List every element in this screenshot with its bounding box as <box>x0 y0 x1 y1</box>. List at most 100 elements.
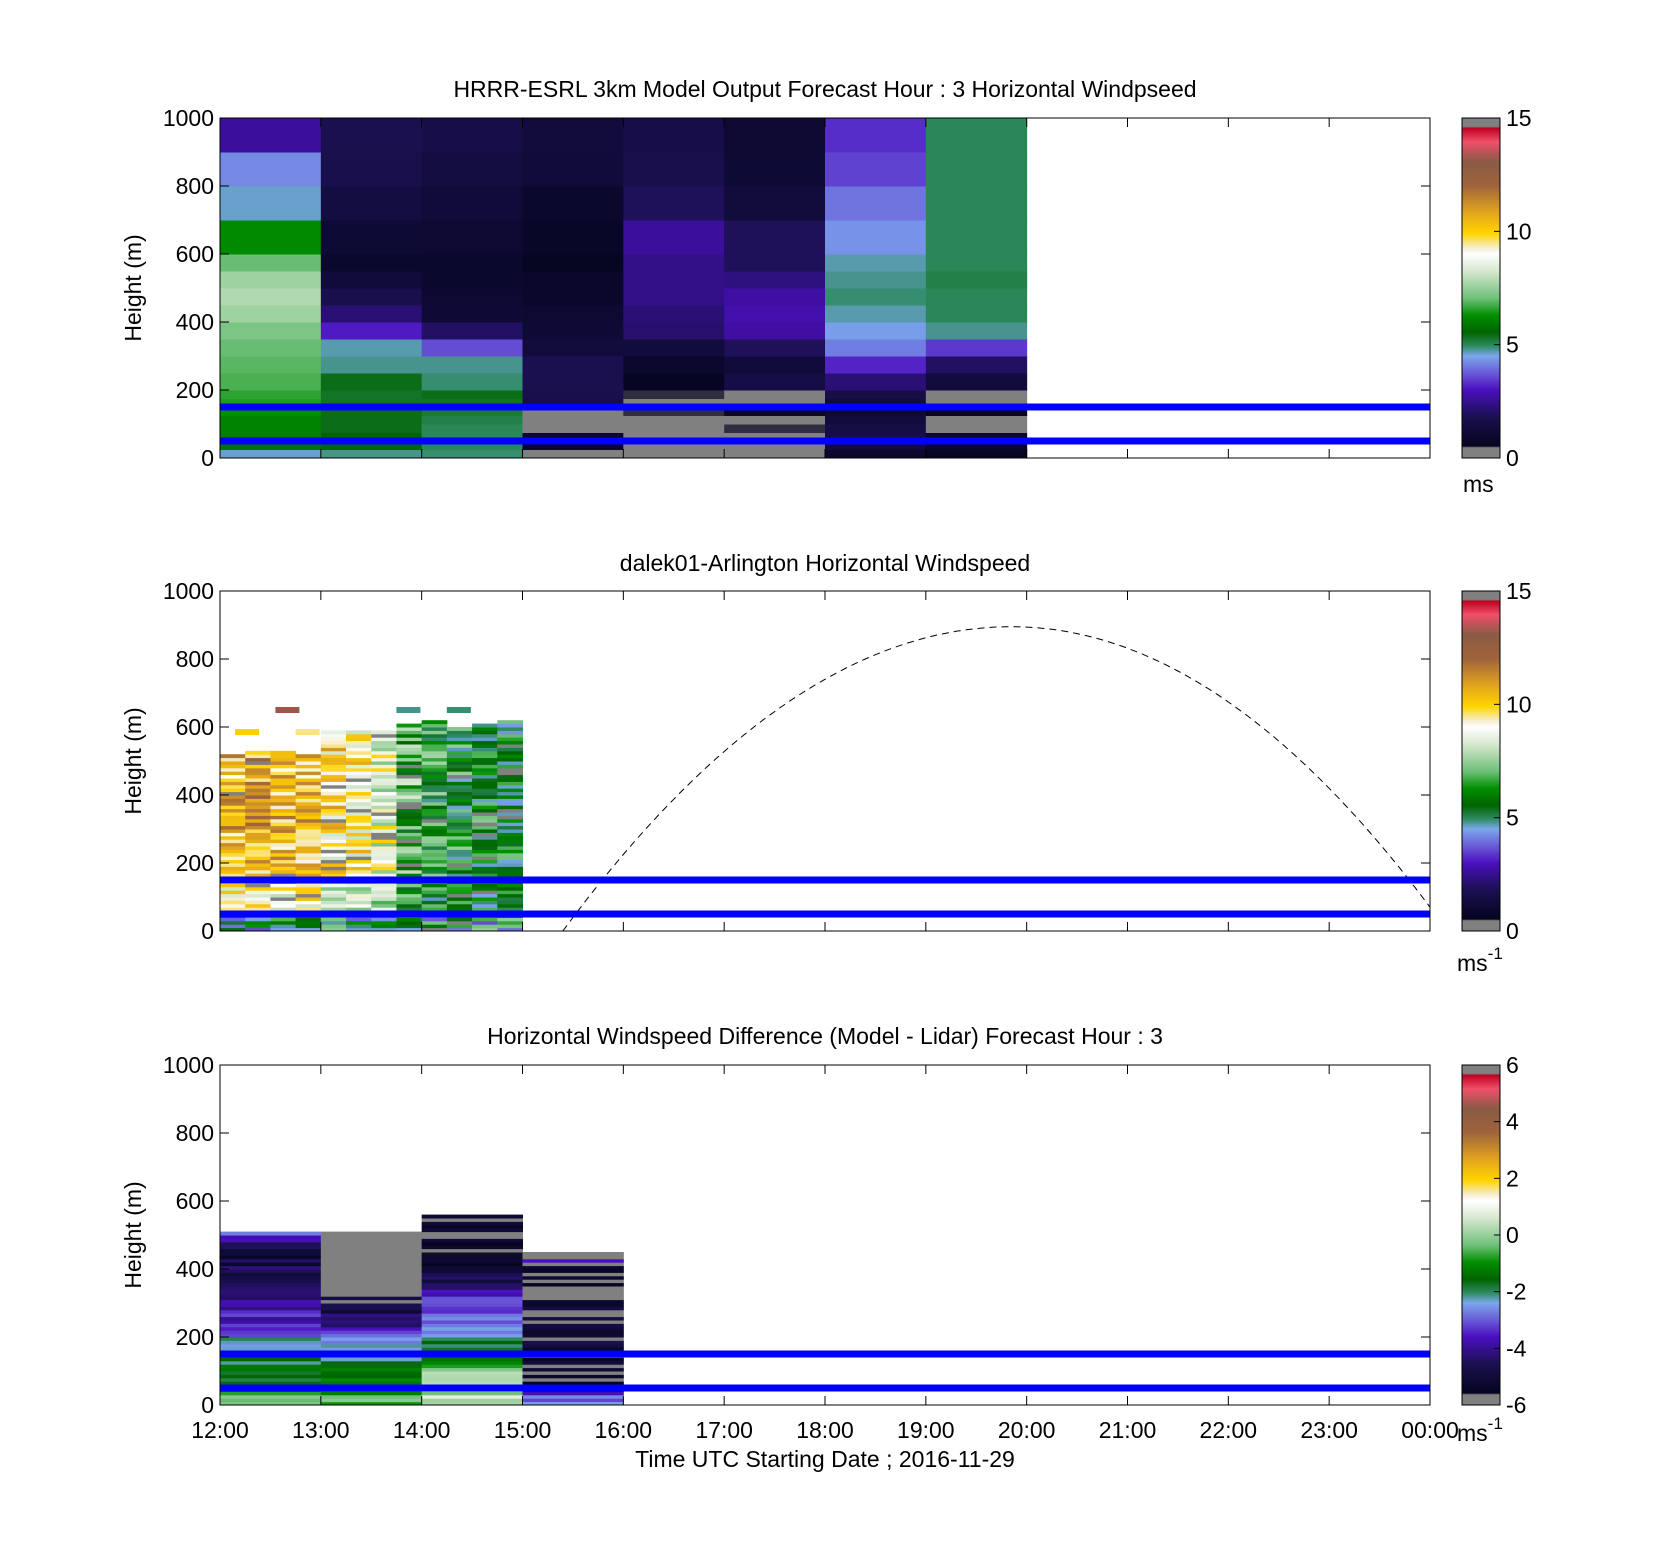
heatmap-cell <box>421 764 448 769</box>
heatmap-cell <box>925 398 1028 408</box>
heatmap-cell <box>522 1398 624 1403</box>
heatmap-cell <box>472 859 498 864</box>
heatmap-cell <box>270 920 297 925</box>
heatmap-cell <box>270 886 297 891</box>
heatmap-cell <box>320 1326 423 1331</box>
heatmap-cell <box>472 907 498 912</box>
heatmap-cell <box>497 818 523 823</box>
heatmap-cell <box>270 764 297 769</box>
heatmap-cell <box>371 863 397 867</box>
heatmap-cell <box>925 152 1028 187</box>
heatmap-cell <box>346 835 372 840</box>
heatmap-cell <box>472 744 498 748</box>
heatmap-cell <box>497 863 523 867</box>
heatmap-cell <box>320 1374 423 1379</box>
heatmap-cell <box>446 856 473 861</box>
x-tick-label: 14:00 <box>393 1417 451 1443</box>
heatmap-cell <box>472 808 498 813</box>
heatmap-cell <box>623 356 725 374</box>
heatmap-cell <box>320 784 347 789</box>
heatmap-cell <box>421 1289 523 1294</box>
heatmap-cell <box>522 1299 624 1304</box>
heatmap-cell <box>472 886 498 891</box>
heatmap-cell <box>346 839 372 844</box>
heatmap-cell <box>320 1323 423 1328</box>
heatmap-cell <box>371 757 397 762</box>
panel-3-reference-lines <box>220 1350 1430 1392</box>
heatmap-cell <box>497 764 523 769</box>
heatmap-cell <box>421 415 523 425</box>
heatmap-cell <box>472 852 498 857</box>
heatmap-cell <box>320 1289 423 1294</box>
heatmap-cell <box>320 737 347 742</box>
heatmap-cell <box>220 1401 322 1405</box>
heatmap-cell <box>522 152 624 187</box>
heatmap-cell <box>623 254 725 272</box>
heatmap-cell <box>320 873 347 878</box>
heatmap-cell <box>346 907 372 912</box>
heatmap-cell <box>396 750 423 755</box>
heatmap-cell <box>446 754 473 759</box>
heatmap-cell <box>371 818 397 823</box>
heatmap-cell <box>446 774 473 779</box>
heatmap-cell <box>295 757 322 762</box>
heatmap-cell <box>421 1252 523 1256</box>
heatmap-cell <box>220 271 322 289</box>
y-tick-label: 400 <box>176 309 214 335</box>
heatmap-cell <box>270 825 297 830</box>
heatmap-cell <box>472 801 498 806</box>
heatmap-cell <box>320 924 347 929</box>
heatmap-cell <box>925 432 1028 442</box>
heatmap-cell <box>623 415 725 425</box>
heatmap-cell <box>925 415 1028 425</box>
heatmap-cell <box>472 815 498 820</box>
y-tick-label: 1000 <box>163 578 214 604</box>
heatmap-cell <box>446 744 473 748</box>
heatmap-cell <box>245 842 271 847</box>
heatmap-cell <box>396 839 423 844</box>
heatmap-cell <box>371 822 397 827</box>
heatmap-cell <box>522 373 624 391</box>
heatmap-cell <box>421 808 448 813</box>
heatmap-cell <box>320 1269 423 1273</box>
heatmap-cell <box>825 390 927 399</box>
heatmap-cell <box>421 1360 523 1365</box>
heatmap-cell <box>522 1255 624 1260</box>
panel-3-colorbar: -6 -4 -2 0 2 4 6 ms-1 <box>1457 1052 1527 1446</box>
heatmap-cell <box>220 757 246 762</box>
heatmap-cell <box>472 730 498 735</box>
heatmap-cell <box>245 927 271 931</box>
colorbar-tick-label: 2 <box>1506 1165 1519 1191</box>
heatmap-cell <box>925 271 1028 289</box>
heatmap-cell <box>421 869 448 874</box>
heatmap-cell <box>320 1299 423 1304</box>
heatmap-cell <box>497 856 523 861</box>
heatmap-cell <box>522 322 624 340</box>
colorbar-tick-label: 10 <box>1506 218 1532 244</box>
heatmap-cell <box>245 778 271 782</box>
heatmap-cell <box>295 781 322 786</box>
heatmap-cell <box>220 1391 322 1396</box>
heatmap-cell <box>497 761 523 765</box>
heatmap-cell <box>371 778 397 782</box>
heatmap-cell <box>346 883 372 888</box>
heatmap-cell <box>320 1231 423 1236</box>
heatmap-cell <box>320 788 347 793</box>
heatmap-cell <box>371 761 397 765</box>
heatmap-cell <box>497 778 523 782</box>
heatmap-cell <box>497 890 523 895</box>
heatmap-cell <box>270 866 297 871</box>
heatmap-cell <box>421 832 448 837</box>
heatmap-cell <box>220 1245 322 1250</box>
heatmap-cell <box>320 1248 423 1253</box>
heatmap-cell <box>371 866 397 871</box>
heatmap-cell <box>346 842 372 847</box>
heatmap-cell <box>497 903 523 908</box>
heatmap-cell <box>270 849 297 854</box>
heatmap-cell <box>522 1313 624 1318</box>
colorbar-tick-label: -2 <box>1506 1279 1526 1305</box>
heatmap-cell <box>220 407 322 416</box>
panel-2-heatmap <box>220 707 523 931</box>
x-tick-label: 15:00 <box>494 1417 552 1443</box>
heatmap-cell <box>220 220 322 255</box>
